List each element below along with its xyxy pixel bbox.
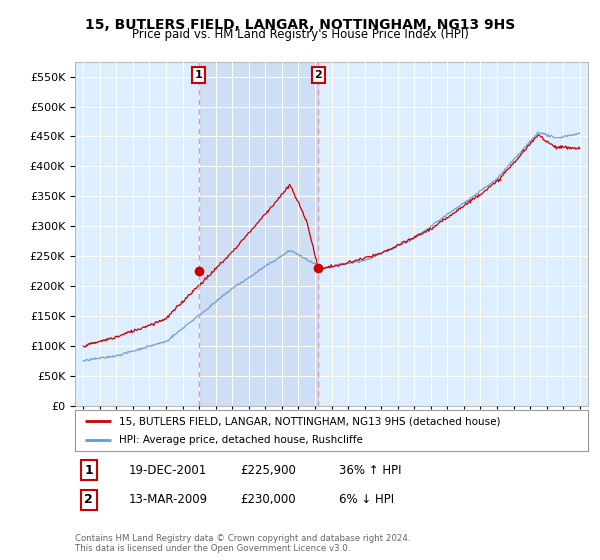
Text: HPI: Average price, detached house, Rushcliffe: HPI: Average price, detached house, Rush…: [119, 435, 362, 445]
Text: 1: 1: [85, 464, 93, 477]
Text: Price paid vs. HM Land Registry's House Price Index (HPI): Price paid vs. HM Land Registry's House …: [131, 28, 469, 41]
Text: 2: 2: [314, 70, 322, 80]
Text: 15, BUTLERS FIELD, LANGAR, NOTTINGHAM, NG13 9HS: 15, BUTLERS FIELD, LANGAR, NOTTINGHAM, N…: [85, 18, 515, 32]
Text: 15, BUTLERS FIELD, LANGAR, NOTTINGHAM, NG13 9HS (detached house): 15, BUTLERS FIELD, LANGAR, NOTTINGHAM, N…: [119, 417, 500, 426]
Text: 19-DEC-2001: 19-DEC-2001: [129, 464, 207, 477]
Bar: [199, 62, 318, 406]
Text: £225,900: £225,900: [240, 464, 296, 477]
Text: 1: 1: [195, 70, 202, 80]
Text: 36% ↑ HPI: 36% ↑ HPI: [339, 464, 401, 477]
Text: 2: 2: [85, 493, 93, 506]
Text: Contains HM Land Registry data © Crown copyright and database right 2024.
This d: Contains HM Land Registry data © Crown c…: [75, 534, 410, 553]
Text: 6% ↓ HPI: 6% ↓ HPI: [339, 493, 394, 506]
Text: 13-MAR-2009: 13-MAR-2009: [129, 493, 208, 506]
Text: £230,000: £230,000: [240, 493, 296, 506]
